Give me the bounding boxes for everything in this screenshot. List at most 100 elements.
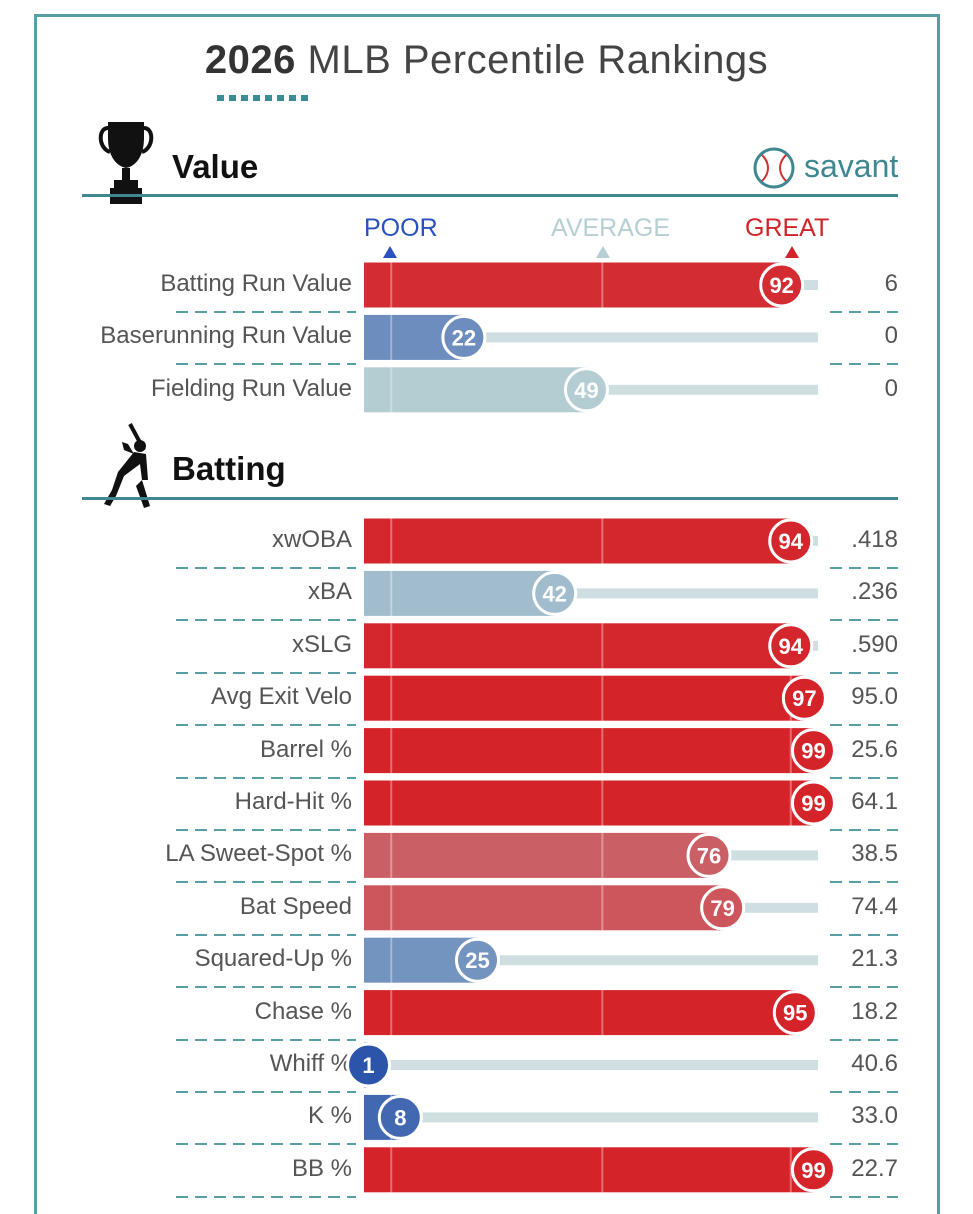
row-separator [176, 1038, 356, 1041]
row-value: .590 [851, 630, 898, 658]
row-separator [830, 671, 898, 674]
average-arrow-icon [596, 246, 610, 258]
percentile-bar [364, 990, 796, 1036]
bar-track [722, 902, 818, 913]
row-value: 33.0 [851, 1102, 898, 1130]
percentile-label: 95 [783, 1001, 807, 1026]
section-title-value: Value [172, 148, 259, 185]
percentile-bar [364, 832, 710, 878]
percentile-marker [781, 675, 827, 721]
bar-track [477, 955, 818, 966]
row-label: xSLG [291, 630, 352, 658]
row-value: .236 [851, 578, 898, 606]
row-label: xBA [307, 578, 352, 606]
row-separator [176, 363, 356, 366]
percentile-label: 1 [362, 1053, 374, 1078]
row-label: K % [307, 1102, 352, 1130]
percentile-label: 25 [465, 948, 489, 973]
row-label: Squared-Up % [194, 945, 352, 973]
row-label: Baserunning Run Value [100, 322, 352, 350]
percentile-label: 42 [542, 581, 566, 606]
section-title-batting: Batting [172, 450, 286, 487]
row-label: LA Sweet-Spot % [165, 840, 352, 868]
row-value: 74.4 [851, 892, 898, 920]
poor-arrow-icon [383, 246, 397, 258]
row-separator [830, 776, 898, 779]
percentile-marker [346, 1042, 392, 1088]
row-value: 21.3 [851, 945, 898, 973]
row-value: 25.6 [851, 735, 898, 763]
row-separator [176, 986, 356, 989]
percentile-label: 99 [801, 739, 825, 764]
percentile-bar [364, 570, 555, 616]
row-label: BB % [291, 1154, 352, 1182]
row-value: 64.1 [851, 788, 898, 815]
percentile-bar [364, 885, 723, 931]
row-value: 38.5 [851, 840, 898, 868]
row-separator [176, 881, 356, 884]
percentile-bar [364, 1147, 814, 1193]
row-separator [176, 619, 356, 622]
scale-poor-label: POOR [364, 214, 438, 242]
row-value: 6 [884, 270, 898, 297]
row-separator [176, 311, 356, 313]
trophy-icon [98, 122, 154, 204]
percentile-marker [563, 367, 609, 413]
percentile-label: 99 [801, 791, 825, 816]
row-label: Chase % [254, 997, 352, 1025]
title-text: MLB Percentile Rankings [307, 38, 769, 82]
batter-icon [104, 423, 150, 508]
row-value: .418 [851, 526, 898, 553]
great-arrow-icon [785, 246, 799, 258]
row-separator [176, 1091, 356, 1093]
row-separator [830, 1195, 898, 1198]
percentile-label: 94 [779, 529, 804, 554]
row-value: 0 [884, 322, 898, 350]
row-separator [176, 567, 356, 569]
percentile-bar [364, 518, 791, 564]
row-label: Fielding Run Value [150, 374, 352, 402]
page-title: 2026 MLB Percentile Rankings [0, 38, 973, 83]
row-label: Barrel % [259, 735, 352, 763]
percentile-marker [686, 832, 732, 878]
row-separator [830, 619, 898, 622]
row-separator [176, 829, 356, 831]
percentile-bar [364, 623, 791, 669]
row-label: Avg Exit Velo [211, 683, 352, 711]
percentile-marker [377, 1094, 423, 1140]
section-rule-value [82, 194, 898, 197]
percentile-bar [364, 262, 782, 308]
percentile-marker [790, 1147, 836, 1193]
row-label: Hard-Hit % [234, 788, 352, 815]
row-separator [830, 881, 898, 884]
percentile-label: 76 [697, 843, 721, 868]
percentile-marker [441, 314, 487, 360]
row-label: Batting Run Value [160, 270, 352, 297]
row-label: xwOBA [271, 526, 352, 553]
row-separator [830, 986, 898, 989]
percentile-marker [790, 780, 836, 826]
percentile-label: 49 [574, 378, 598, 403]
bar-track [554, 588, 818, 599]
percentile-marker [532, 570, 578, 616]
percentile-label: 79 [710, 896, 734, 921]
baseball-logo-icon [753, 147, 795, 189]
row-separator [176, 724, 356, 727]
percentile-marker [759, 262, 805, 308]
row-separator [830, 363, 898, 366]
row-separator [830, 933, 898, 936]
row-separator [176, 1143, 356, 1146]
percentile-bar [364, 367, 587, 413]
row-label: Whiff % [269, 1050, 352, 1077]
percentile-marker [790, 728, 836, 774]
bar-track [463, 332, 818, 343]
row-separator [176, 671, 356, 674]
percentile-bar [364, 675, 805, 721]
percentile-label: 8 [394, 1105, 406, 1130]
row-separator [176, 933, 356, 936]
chart-frame [34, 14, 940, 1214]
row-value: 40.6 [851, 1050, 898, 1077]
percentile-label: 97 [792, 686, 816, 711]
row-separator [176, 1195, 356, 1198]
